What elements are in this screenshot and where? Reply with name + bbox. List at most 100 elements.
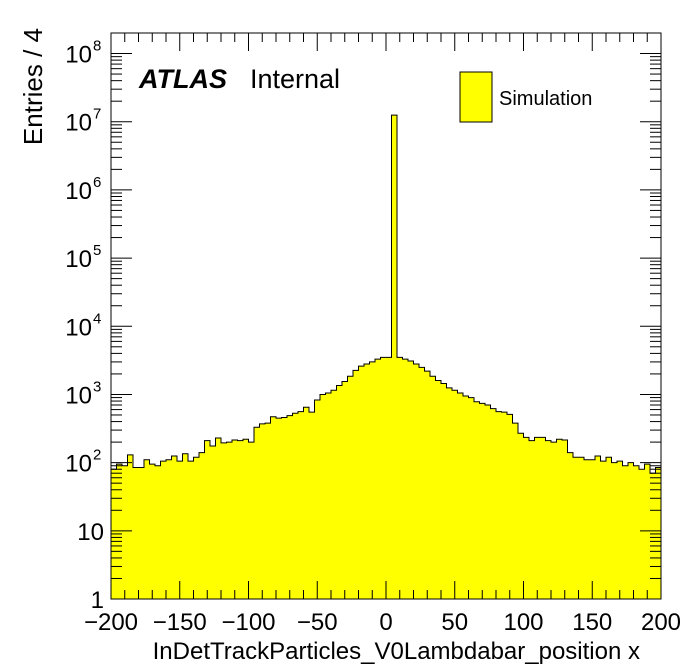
histogram-bar [562, 439, 568, 599]
atlas-label: ATLAS [138, 64, 227, 94]
histogram-bar [468, 397, 475, 599]
y-tick-label: 10 [77, 519, 104, 546]
y-tick-label: 10 [65, 314, 92, 341]
histogram-bar [199, 452, 205, 599]
histogram-bar [606, 457, 612, 599]
histogram-bar [611, 462, 618, 599]
histogram-bar [226, 442, 233, 599]
x-tick-label: −100 [221, 609, 275, 636]
histogram-bar [518, 433, 524, 599]
histogram-bar [215, 437, 222, 599]
histogram-bar [430, 376, 436, 599]
x-tick-label: 200 [641, 609, 681, 636]
y-tick-label: 10 [65, 451, 92, 478]
x-tick-label: −50 [297, 609, 338, 636]
histogram-bar [485, 405, 491, 599]
histogram-bar [534, 437, 541, 599]
x-tick-label: 50 [441, 609, 468, 636]
y-tick-exponent: 6 [93, 174, 101, 191]
histogram-bar [446, 387, 453, 599]
y-tick-exponent: 4 [93, 310, 101, 327]
legend-entry-simulation: Simulation [499, 88, 592, 110]
histogram-bar [292, 413, 299, 599]
histogram-bar [160, 461, 167, 599]
histogram-bar [457, 393, 464, 599]
y-tick-label: 10 [65, 382, 92, 409]
histogram-bar [364, 363, 370, 599]
histogram-bar [391, 115, 398, 600]
histogram-bar [584, 459, 590, 599]
histogram-bar [149, 464, 156, 599]
histogram-bar [573, 457, 579, 599]
histogram-bar [369, 361, 376, 599]
histogram-bar [424, 371, 431, 599]
histogram-bar [127, 454, 134, 599]
histogram-bar [375, 359, 381, 599]
histogram-bar [474, 401, 480, 599]
internal-label: Internal [250, 64, 340, 94]
histogram-bar [540, 437, 546, 599]
histogram-bar [600, 461, 607, 599]
histogram-bar [144, 459, 150, 599]
histogram-bar [452, 390, 458, 599]
histogram-bar [413, 363, 420, 599]
y-tick-label: 10 [65, 178, 92, 205]
histogram-bar [650, 473, 656, 599]
histogram-bar [628, 462, 634, 599]
y-tick-label: 10 [65, 110, 92, 137]
histogram-bar [617, 461, 623, 599]
histogram-bar [490, 408, 497, 599]
histogram-bar [171, 456, 178, 599]
x-tick-label: 150 [572, 609, 612, 636]
histogram-bar [496, 411, 502, 599]
histogram-bar [551, 442, 557, 599]
histogram-bar [523, 437, 530, 599]
histogram-bar [578, 457, 585, 599]
histogram-bar [347, 376, 354, 599]
x-tick-label: 100 [503, 609, 543, 636]
histogram-bar [622, 465, 629, 599]
histogram-bar [595, 456, 601, 599]
histogram-bar [463, 395, 469, 599]
histogram-bar [507, 414, 513, 599]
histogram-bar [177, 461, 183, 599]
histogram-bar [303, 407, 310, 599]
y-axis-label: Entries / 4 [18, 28, 48, 145]
histogram-bar [342, 381, 348, 599]
histogram-bar [276, 418, 282, 599]
histogram-bar [182, 453, 189, 599]
histogram-bar [336, 385, 343, 599]
histogram-bar [402, 359, 409, 599]
histogram-bar [221, 442, 227, 599]
histogram-bar [644, 464, 651, 599]
histogram-bar [353, 370, 359, 599]
histogram-bar [309, 412, 315, 599]
y-tick-exponent: 8 [93, 38, 101, 55]
histogram-bar [325, 393, 332, 599]
histogram-bar [237, 440, 244, 599]
histogram-bar [556, 439, 563, 599]
histogram-bar [281, 417, 288, 599]
y-tick-exponent: 7 [93, 106, 101, 123]
histogram-bar [529, 440, 535, 599]
histogram-bar [408, 360, 414, 599]
histogram-bar [287, 415, 293, 599]
histogram-bar [243, 439, 249, 599]
histogram-outline [110, 114, 662, 599]
histogram-bar [259, 423, 266, 599]
y-tick-exponent: 5 [93, 242, 101, 259]
x-axis-label: InDetTrackParticles_V0Lambdabar_position… [153, 638, 640, 665]
histogram-bar [314, 399, 321, 599]
histogram-bar [320, 394, 326, 599]
histogram-bar [386, 357, 392, 599]
histogram-bar [633, 465, 640, 599]
histogram-bar [155, 465, 161, 599]
y-tick-label: 1 [91, 587, 104, 614]
histogram-bar [232, 439, 238, 599]
histogram-bar [655, 467, 662, 599]
legend: Simulation [459, 71, 592, 123]
y-tick-label: 10 [65, 42, 92, 69]
histogram-bar [248, 442, 255, 599]
histogram-bar [589, 459, 596, 599]
